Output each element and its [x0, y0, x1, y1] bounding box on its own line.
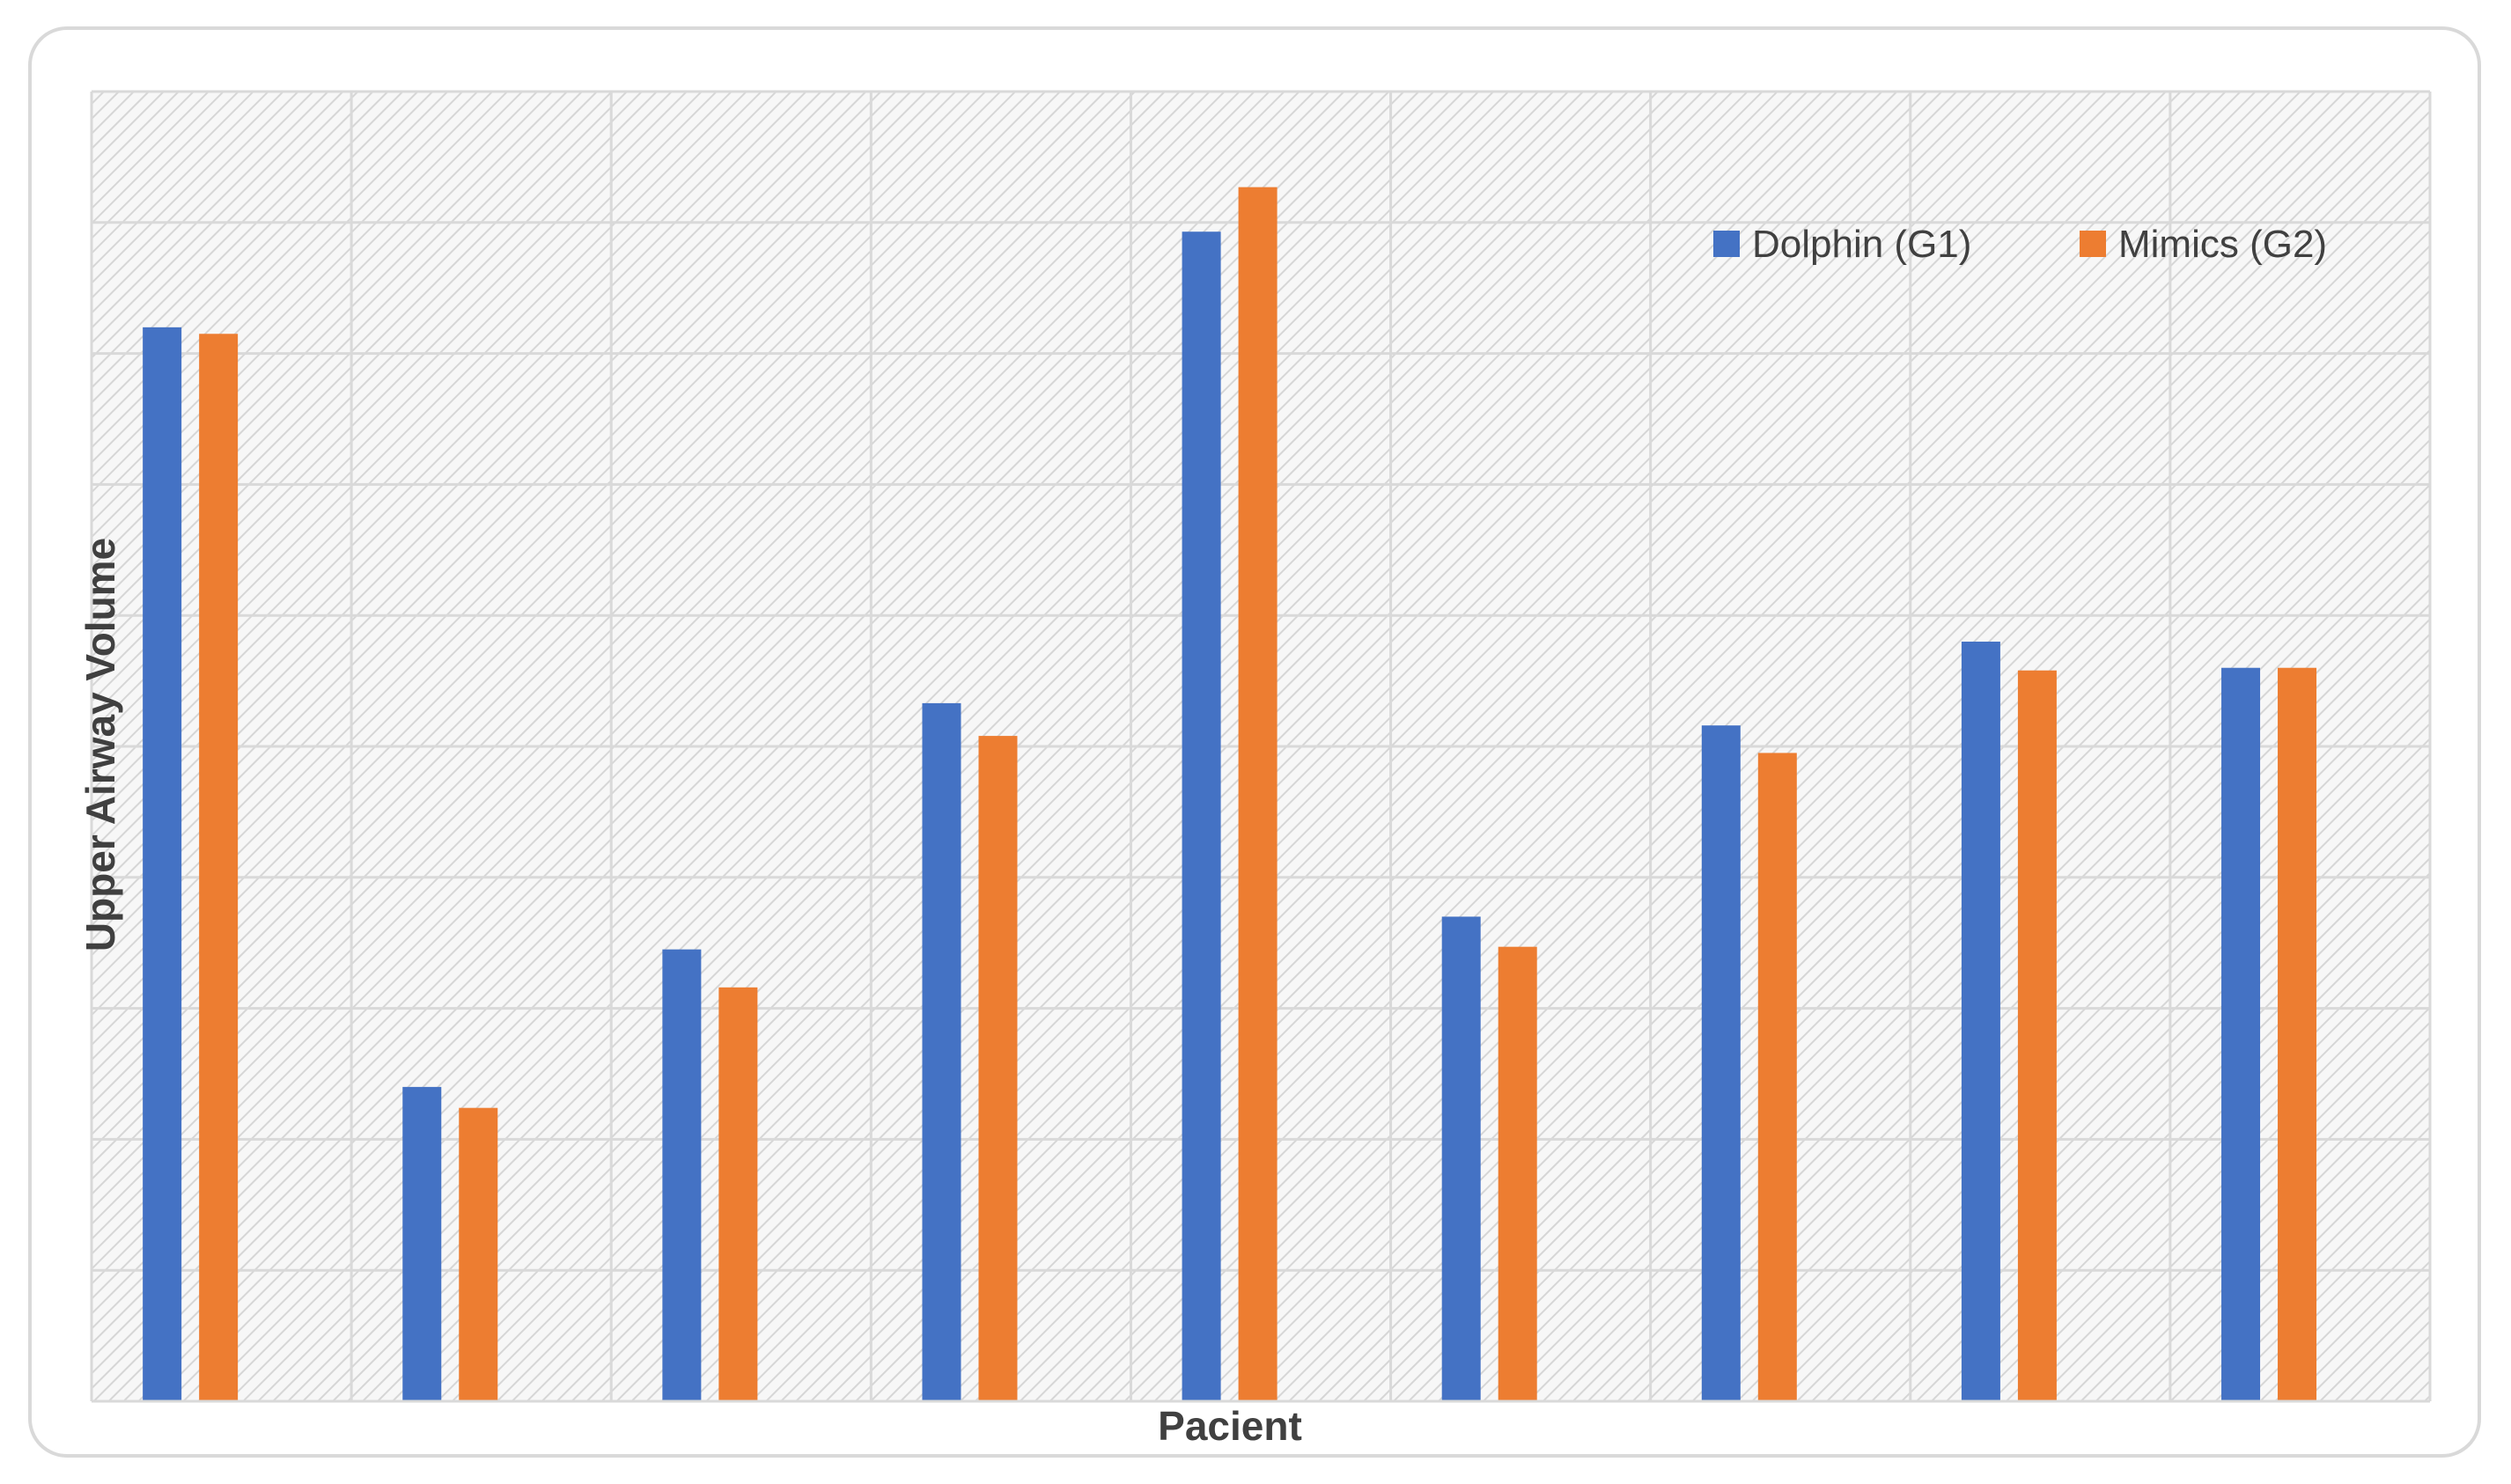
y-axis-title: Upper Airway Volume	[77, 538, 123, 951]
bar-dolphin-5	[1182, 231, 1221, 1401]
bar-mimics-6	[1498, 946, 1537, 1401]
bar-mimics-7	[1757, 753, 1797, 1401]
bar-mimics-8	[2017, 670, 2057, 1401]
bar-dolphin-3	[662, 949, 702, 1401]
bar-dolphin-9	[2221, 667, 2261, 1401]
bar-mimics-4	[978, 736, 1018, 1401]
bar-dolphin-2	[402, 1086, 442, 1401]
legend-swatch-mimics	[2080, 231, 2106, 257]
legend-label-dolphin: Dolphin (G1)	[1752, 223, 1971, 266]
bar-mimics-2	[459, 1107, 498, 1401]
bar-mimics-1	[199, 334, 239, 1401]
x-axis-title: Pacient	[1158, 1403, 1302, 1449]
bar-mimics-3	[718, 987, 758, 1401]
bar-mimics-5	[1238, 187, 1278, 1401]
bar-dolphin-4	[922, 702, 961, 1401]
bar-dolphin-6	[1441, 916, 1481, 1401]
legend: Dolphin (G1) Mimics (G2)	[1713, 223, 2327, 266]
bar-mimics-9	[2278, 667, 2317, 1401]
bar-dolphin-7	[1701, 725, 1741, 1401]
legend-label-mimics: Mimics (G2)	[2118, 223, 2327, 266]
bar-dolphin-1	[143, 327, 182, 1402]
bar-dolphin-8	[1961, 641, 2000, 1401]
legend-swatch-dolphin	[1713, 231, 1740, 257]
bars	[143, 187, 2317, 1402]
